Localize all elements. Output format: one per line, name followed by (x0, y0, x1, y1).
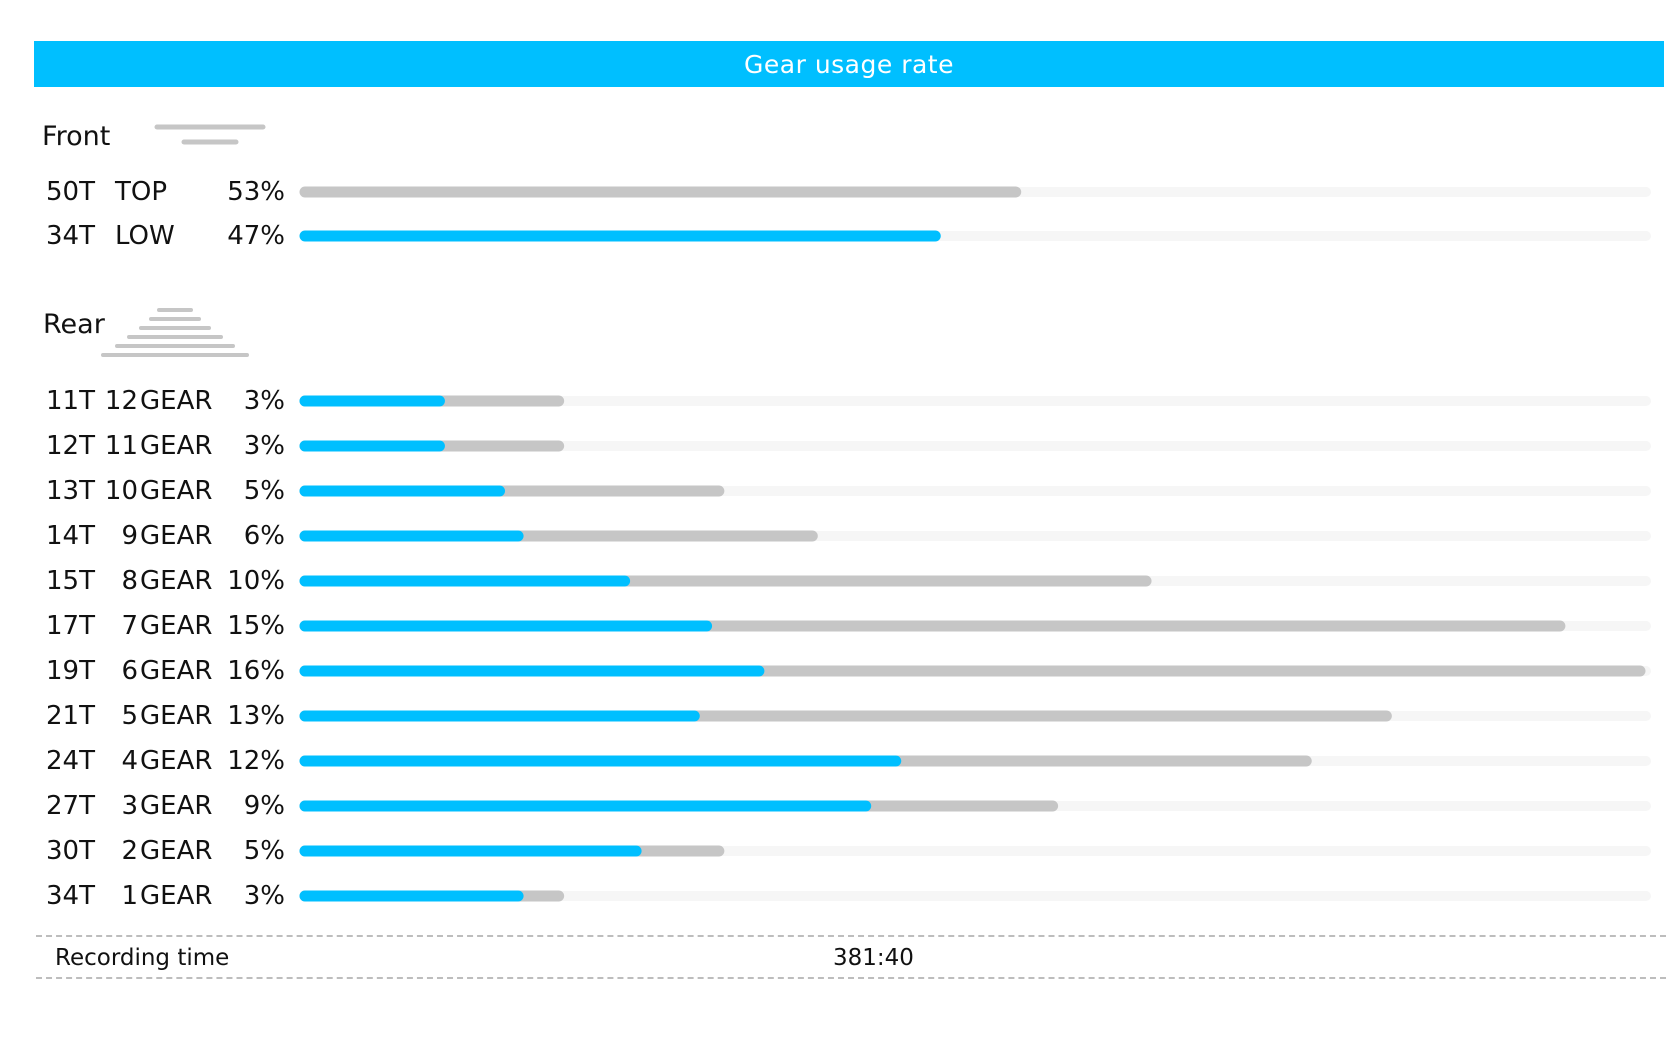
rear-gear-number: 2 (121, 836, 138, 866)
rear-gear-label: GEAR (140, 521, 213, 551)
rear-gear-teeth: 27T (46, 791, 95, 821)
rear-gear-percent: 3% (243, 881, 285, 911)
rear-gear-number: 4 (121, 746, 138, 776)
rear-gear-percent: 3% (243, 431, 285, 461)
rear-gear-teeth: 12T (46, 431, 95, 461)
rear-gear-number: 6 (121, 656, 138, 686)
front-gear-teeth: 50T (46, 177, 95, 207)
recording-time-value: 381:40 (833, 945, 914, 971)
rear-gear-number: 11 (104, 431, 138, 461)
rear-gear-teeth: 19T (46, 656, 95, 686)
rear-gear-number: 7 (121, 611, 138, 641)
rear-gear-percent: 3% (243, 386, 285, 416)
front-section-title: Front (42, 121, 111, 152)
footer-divider-top (36, 935, 1666, 937)
rear-gear-label: GEAR (140, 476, 213, 506)
rear-gear-teeth: 24T (46, 746, 95, 776)
rear-gear-percent: 16% (227, 656, 285, 686)
rear-gear-number: 12 (104, 386, 138, 416)
rear-gear-teeth: 21T (46, 701, 95, 731)
front-gear-percent: 47% (227, 221, 285, 251)
rear-gear-teeth: 14T (46, 521, 95, 551)
front-gear-teeth: 34T (46, 221, 95, 251)
rear-gear-teeth: 11T (46, 386, 95, 416)
rear-gear-percent: 6% (243, 521, 285, 551)
rear-gear-label: GEAR (140, 611, 213, 641)
rear-gear-label: GEAR (140, 836, 213, 866)
rear-gear-number: 8 (121, 566, 138, 596)
rear-gear-label: GEAR (140, 746, 213, 776)
rear-gear-teeth: 17T (46, 611, 95, 641)
front-gear-percent: 53% (227, 177, 285, 207)
rear-gear-percent: 12% (227, 746, 285, 776)
rear-gear-percent: 10% (227, 566, 285, 596)
front-chainring-icon (154, 124, 266, 145)
rear-gear-teeth: 13T (46, 476, 95, 506)
rear-gear-percent: 15% (227, 611, 285, 641)
rear-gear-percent: 13% (227, 701, 285, 731)
rear-gear-percent: 5% (243, 836, 285, 866)
rear-gear-percent: 5% (243, 476, 285, 506)
page-title: Gear usage rate (34, 41, 1664, 87)
front-gear-name: TOP (115, 177, 168, 207)
rear-gear-teeth: 30T (46, 836, 95, 866)
recording-time-label: Recording time (55, 945, 230, 971)
rear-gear-number: 9 (121, 521, 138, 551)
rear-gear-number: 5 (121, 701, 138, 731)
rear-gear-teeth: 34T (46, 881, 95, 911)
rear-gear-percent: 9% (243, 791, 285, 821)
rear-gear-label: GEAR (140, 566, 213, 596)
footer-divider-bottom (36, 977, 1666, 979)
rear-cassette-icon (101, 308, 249, 357)
rear-gear-label: GEAR (140, 386, 213, 416)
rear-gear-number: 3 (121, 791, 138, 821)
rear-section-title: Rear (43, 309, 105, 340)
rear-gear-label: GEAR (140, 791, 213, 821)
rear-gear-label: GEAR (140, 701, 213, 731)
rear-gear-label: GEAR (140, 656, 213, 686)
rear-gear-number: 1 (121, 881, 138, 911)
rear-gear-label: GEAR (140, 431, 213, 461)
rear-gear-teeth: 15T (46, 566, 95, 596)
front-gear-name: LOW (115, 221, 175, 251)
rear-gear-label: GEAR (140, 881, 213, 911)
rear-gear-number: 10 (104, 476, 138, 506)
